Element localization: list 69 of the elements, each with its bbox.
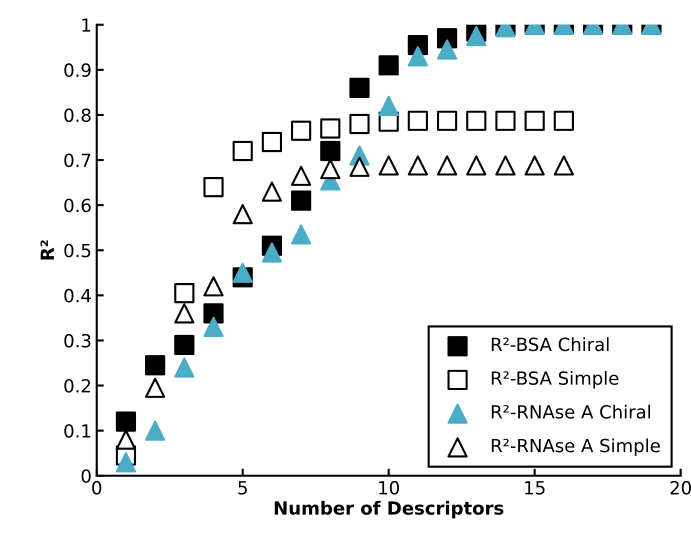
point [203,177,224,198]
point [232,204,253,224]
point [232,140,253,162]
y-tick-label: 0.8 [64,108,91,122]
legend-label: R²-BSA Chiral [492,337,609,352]
y-tick-label: 0.2 [64,379,90,393]
point [349,78,370,98]
y-tick-label: 0.3 [64,334,90,348]
point [174,282,194,304]
point [116,452,136,472]
point [349,156,370,177]
y-tick-label: 0.5 [64,244,90,258]
point [291,120,312,141]
point [378,155,399,176]
point [466,155,486,176]
point [408,155,428,176]
y-tick-label: 0.6 [64,198,91,212]
point [436,155,458,176]
point [524,155,545,176]
point [116,430,136,450]
point [174,357,194,378]
y-tick-label: 0.7 [64,154,90,168]
point [554,110,574,131]
point [291,166,312,186]
point [145,378,166,398]
y-tick-label: 1 [82,18,90,32]
point [145,420,166,441]
point [524,110,545,131]
point [262,242,282,263]
y-axis-title: R² [40,240,54,260]
point [466,110,486,131]
legend-label: R²-BSA Simple [492,370,618,388]
point [495,110,516,131]
point [262,132,282,152]
y-tick-label: 0.4 [64,288,91,302]
point [291,224,312,245]
point [320,118,340,139]
point [232,262,253,283]
point [116,412,136,432]
point [291,190,312,211]
legend-label: R²-RNAse A Simple [492,438,660,456]
y-tick-label: 0.9 [64,63,91,77]
x-axis-title: Number of Descriptors [274,500,504,518]
point [262,182,282,202]
y-tick-label: 0.1 [64,424,90,438]
point [408,110,428,131]
point [408,46,428,66]
x-tick-label: 15 [525,481,545,495]
x-tick-label: 20 [670,480,691,495]
point [554,155,574,176]
point [378,96,399,116]
point [466,26,486,46]
x-tick-label: 10 [379,480,399,495]
legend-label: R²-RNAse A Chiral [492,404,650,419]
point [174,334,194,356]
point [495,155,516,176]
point [174,303,194,324]
point [349,114,370,134]
x-tick-label: 0 [92,480,102,495]
point [145,355,166,376]
x-tick-label: 5 [238,481,247,495]
y-tick-label: 0 [82,469,91,483]
point [436,39,458,60]
point [203,276,224,296]
point [378,55,399,76]
point [203,316,224,338]
point [320,140,340,162]
point [203,303,224,324]
point [436,110,458,131]
